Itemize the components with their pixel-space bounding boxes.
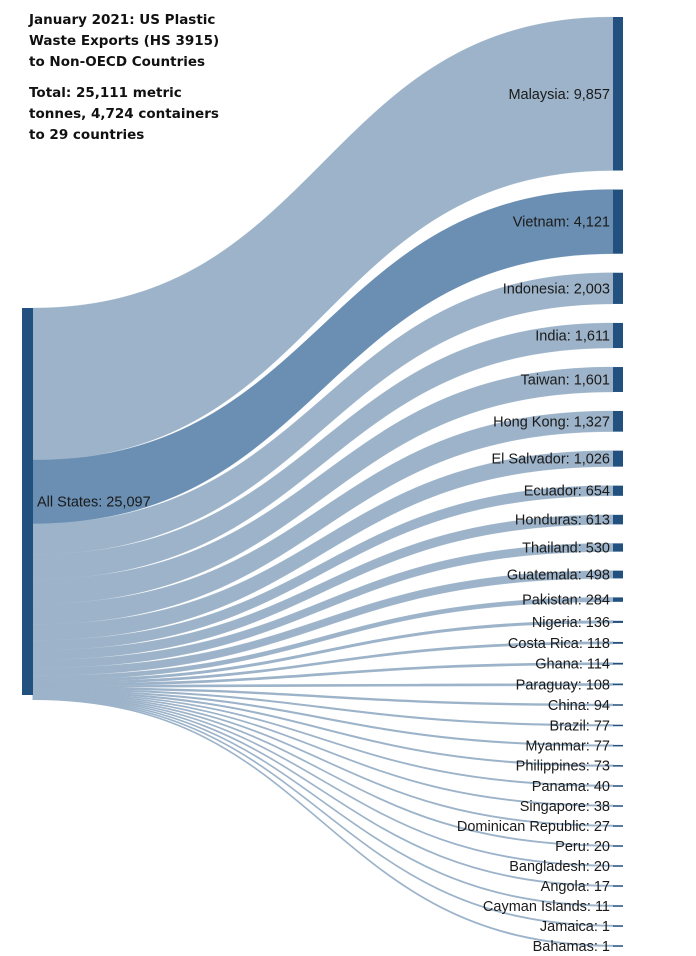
target-label-guatemala: Guatemala: 498 bbox=[507, 568, 610, 584]
source-label: All States: 25,097 bbox=[37, 495, 151, 511]
target-label-peru: Peru: 20 bbox=[555, 839, 610, 855]
target-node-singapore bbox=[613, 805, 623, 807]
target-label-pakistan: Pakistan: 284 bbox=[522, 593, 610, 609]
target-label-ghana: Ghana: 114 bbox=[535, 657, 610, 673]
target-label-angola: Angola: 17 bbox=[541, 879, 610, 895]
target-label-india: India: 1,611 bbox=[535, 328, 610, 344]
chart-title-block: January 2021: US Plastic Waste Exports (… bbox=[29, 10, 239, 146]
target-node-indonesia bbox=[613, 272, 623, 304]
target-label-singapore: Singapore: 38 bbox=[520, 799, 610, 815]
target-label-philippines: Philippines: 73 bbox=[516, 759, 610, 775]
flow-link-thailand bbox=[32, 543, 614, 669]
target-label-el-salvador: El Salvador: 1,026 bbox=[492, 452, 611, 468]
target-node-paraguay bbox=[613, 683, 623, 686]
target-label-cayman-islands: Cayman Islands: 11 bbox=[483, 899, 610, 915]
target-node-philippines bbox=[613, 765, 623, 767]
target-label-malaysia: Malaysia: 9,857 bbox=[508, 87, 610, 103]
target-node-peru bbox=[613, 845, 623, 847]
target-node-pakistan bbox=[613, 597, 623, 602]
target-label-myanmar: Myanmar: 77 bbox=[525, 739, 610, 755]
target-node-honduras bbox=[613, 514, 623, 525]
target-label-jamaica: Jamaica: 1 bbox=[540, 919, 610, 935]
target-node-india bbox=[613, 322, 623, 349]
nodes bbox=[22, 17, 623, 947]
target-label-thailand: Thailand: 530 bbox=[522, 541, 610, 557]
target-label-indonesia: Indonesia: 2,003 bbox=[503, 281, 610, 297]
target-label-panama: Panama: 40 bbox=[532, 779, 610, 795]
target-node-brazil bbox=[613, 724, 623, 727]
target-label-dominican-republic: Dominican Republic: 27 bbox=[457, 819, 610, 835]
target-node-malaysia bbox=[613, 17, 623, 171]
target-label-china: China: 94 bbox=[548, 698, 610, 714]
chart-subtitle: Total: 25,111 metric tonnes, 4,724 conta… bbox=[29, 85, 219, 143]
flow-link-indonesia bbox=[32, 272, 614, 555]
node-labels: All States: 25,097 Malaysia: 9,857 Vietna… bbox=[37, 87, 610, 955]
flow-link-taiwan bbox=[32, 366, 614, 605]
target-node-taiwan bbox=[613, 367, 623, 392]
target-node-el-salvador bbox=[613, 450, 623, 467]
source-node-all-states bbox=[22, 308, 33, 695]
target-label-taiwan: Taiwan: 1,601 bbox=[521, 373, 610, 389]
target-label-bahamas: Bahamas: 1 bbox=[533, 939, 610, 955]
target-label-vietnam: Vietnam: 4,121 bbox=[513, 215, 610, 231]
target-label-hong-kong: Hong Kong: 1,327 bbox=[493, 414, 610, 430]
target-node-jamaica bbox=[613, 925, 623, 927]
target-label-paraguay: Paraguay: 108 bbox=[516, 677, 610, 693]
target-node-ghana bbox=[613, 662, 623, 665]
target-label-ecuador: Ecuador: 654 bbox=[524, 484, 610, 500]
target-node-nigeria bbox=[613, 620, 623, 623]
target-node-dominican-republic bbox=[613, 825, 623, 827]
target-node-costa-rica bbox=[613, 641, 623, 644]
chart-title: January 2021: US Plastic Waste Exports (… bbox=[29, 12, 220, 70]
target-node-guatemala bbox=[613, 570, 623, 579]
target-node-angola bbox=[613, 885, 623, 887]
target-node-bangladesh bbox=[613, 865, 623, 867]
target-node-panama bbox=[613, 785, 623, 787]
target-node-hong-kong bbox=[613, 410, 623, 432]
target-label-costa-rica: Costa Rica: 118 bbox=[508, 636, 610, 652]
flow-link-el-salvador bbox=[32, 450, 614, 641]
target-node-ecuador bbox=[613, 485, 623, 496]
flow-link-vietnam bbox=[32, 189, 614, 524]
target-node-vietnam bbox=[613, 189, 623, 254]
target-node-thailand bbox=[613, 543, 623, 552]
target-label-bangladesh: Bangladesh: 20 bbox=[509, 859, 610, 875]
target-label-brazil: Brazil: 77 bbox=[550, 718, 610, 734]
target-node-china bbox=[613, 704, 623, 706]
target-label-nigeria: Nigeria: 136 bbox=[532, 615, 610, 631]
target-node-bahamas bbox=[613, 945, 623, 947]
target-label-honduras: Honduras: 613 bbox=[515, 513, 610, 529]
target-node-myanmar bbox=[613, 744, 623, 747]
flow-links bbox=[32, 16, 614, 947]
target-node-cayman-islands bbox=[613, 905, 623, 907]
